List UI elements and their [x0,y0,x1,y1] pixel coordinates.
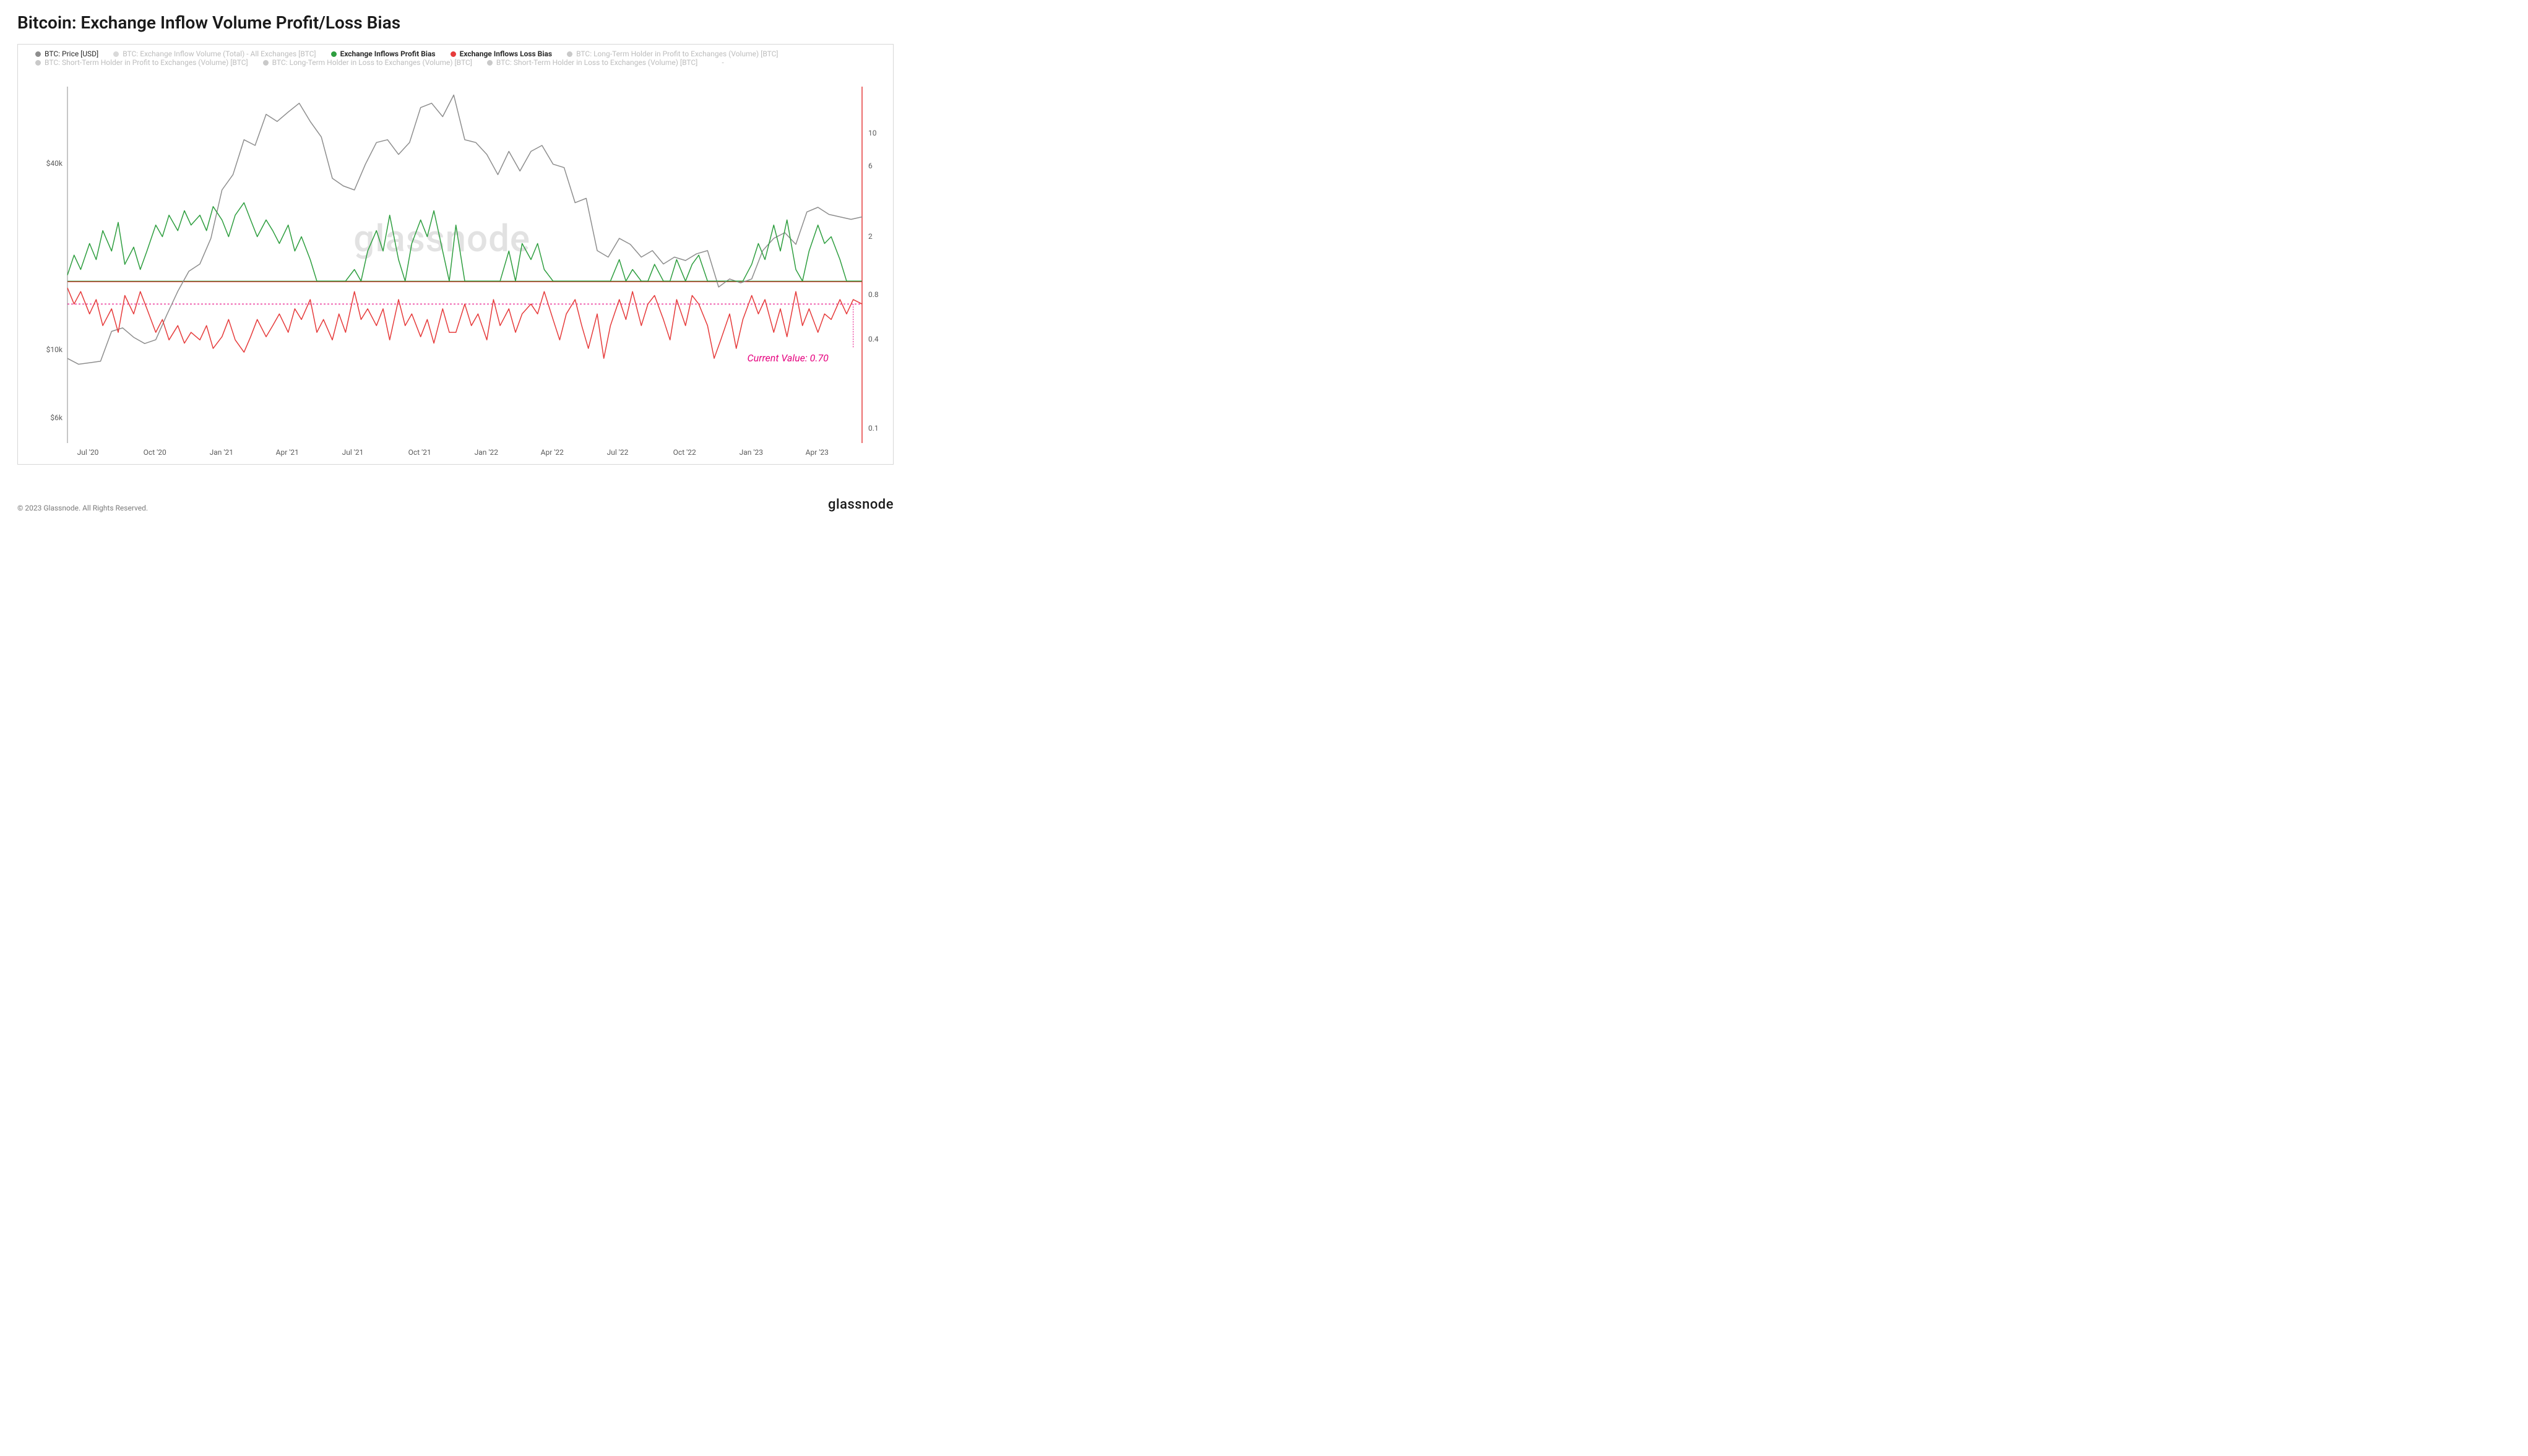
y-right-tick-label: 6 [868,162,873,170]
current-value-annotation: Current Value: 0.70 [748,352,829,364]
copyright-text: © 2023 Glassnode. All Rights Reserved. [17,504,148,512]
x-tick-label: Jan '23 [740,448,763,457]
y-right-tick-label: 0.1 [868,424,879,433]
x-tick-label: Oct '21 [408,448,431,457]
x-tick-label: Apr '22 [541,448,564,457]
x-tick-label: Jul '22 [607,448,629,457]
brand-logo: glassnode [828,497,894,512]
x-tick-label: Apr '21 [276,448,299,457]
x-tick-label: Jul '20 [77,448,99,457]
y-right-tick-label: 0.4 [868,335,879,343]
x-tick-label: Jan '22 [475,448,498,457]
y-left-tick-label: $40k [46,159,63,168]
chart-frame: BTC: Price [USD]BTC: Exchange Inflow Vol… [17,44,894,465]
x-tick-label: Oct '20 [144,448,166,457]
chart-container: Bitcoin: Exchange Inflow Volume Profit/L… [0,0,911,525]
y-right-tick-label: 2 [868,232,873,241]
x-tick-label: Apr '23 [806,448,829,457]
x-tick-label: Oct '22 [673,448,696,457]
x-tick-label: Jul '21 [342,448,364,457]
footer: © 2023 Glassnode. All Rights Reserved. g… [17,497,894,512]
y-right-tick-label: 10 [868,129,877,137]
y-left-tick-label: $10k [46,345,63,354]
plot-svg [18,45,893,464]
chart-title: Bitcoin: Exchange Inflow Volume Profit/L… [17,12,894,33]
y-right-tick-label: 0.8 [868,290,879,299]
x-tick-label: Jan '21 [210,448,233,457]
y-left-tick-label: $6k [50,413,63,422]
